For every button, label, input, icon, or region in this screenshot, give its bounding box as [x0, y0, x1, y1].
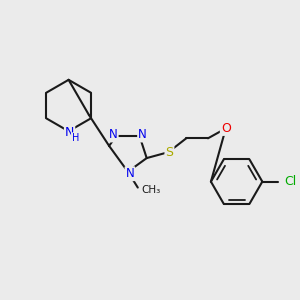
Text: O: O	[221, 122, 231, 135]
Text: Cl: Cl	[284, 175, 296, 188]
Text: N: N	[138, 128, 147, 142]
Text: N: N	[125, 167, 134, 180]
Text: H: H	[72, 133, 79, 143]
Text: N: N	[109, 128, 118, 142]
Text: S: S	[165, 146, 173, 159]
Text: N: N	[65, 126, 74, 139]
Text: CH₃: CH₃	[142, 184, 161, 194]
